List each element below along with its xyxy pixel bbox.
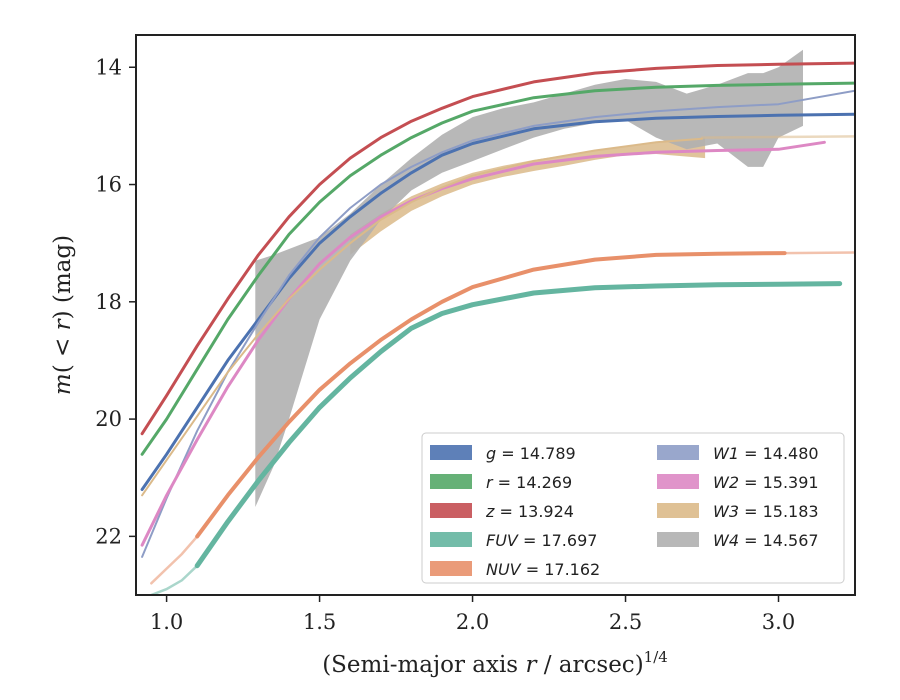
series-nuv-extension-1 <box>783 251 855 255</box>
y-tick-label: 16 <box>95 173 122 197</box>
x-tick-label: 1.5 <box>303 610 336 634</box>
series-r-line <box>140 81 855 456</box>
legend-swatch-w2 <box>657 474 699 489</box>
legend-label-g: g = 14.789 <box>486 444 576 463</box>
legend-swatch-fuv <box>430 532 472 547</box>
series-fuv-extension-0 <box>150 564 199 595</box>
legend-label-w4: W4 = 14.567 <box>713 531 819 550</box>
legend-swatch-w1 <box>657 445 699 460</box>
legend-label-r: r = 14.269 <box>486 473 572 492</box>
series-w1-line <box>141 89 855 558</box>
legend-swatch-r <box>430 474 472 489</box>
x-tick-label: 1.0 <box>150 610 183 634</box>
legend-swatch-nuv <box>430 561 472 576</box>
series-z-line <box>140 61 855 436</box>
series-nuv-extension-0 <box>150 535 199 585</box>
plot-frame <box>135 34 856 596</box>
x-tick-label: 2.5 <box>609 610 642 634</box>
legend-label-fuv: FUV = 17.697 <box>486 531 597 550</box>
legend-swatch-z <box>430 503 472 518</box>
series-nuv-line <box>195 251 787 539</box>
y-tick-label: 22 <box>95 524 122 548</box>
y-tick-label: 14 <box>95 55 122 79</box>
x-tick-label: 3.0 <box>762 610 795 634</box>
ticks-layer: 1.0 1.5 2.0 2.5 3.0 14 16 18 20 22 <box>95 55 795 634</box>
y-tick-label: 20 <box>95 407 122 431</box>
series-w3-extension-0 <box>700 135 855 139</box>
lines-layer <box>140 61 855 595</box>
series-fuv-line <box>194 281 843 569</box>
legend-box <box>421 432 845 584</box>
legend-swatch-w3 <box>657 503 699 518</box>
legend-label-w2: W2 = 15.391 <box>713 473 819 492</box>
legend-swatch-g <box>430 445 472 460</box>
legend-label-nuv: NUV = 17.162 <box>486 560 600 579</box>
series-g-line <box>140 112 855 491</box>
series-w2-line <box>140 140 826 547</box>
series-w3-line <box>141 137 703 497</box>
series-w4-band <box>255 49 804 507</box>
legend-label-w1: W1 = 14.480 <box>713 444 819 463</box>
legend-label-z: z = 13.924 <box>485 502 574 521</box>
legend-label-w3: W3 = 15.183 <box>713 502 819 521</box>
legend: g = 14.789 r = 14.269 z = 13.924 FUV = 17.6… <box>421 432 845 584</box>
y-tick-label: 18 <box>95 290 122 314</box>
x-tick-label: 2.0 <box>456 610 489 634</box>
legend-swatch-w4 <box>657 532 699 547</box>
x-axis-title: (Semi-major axis r / arcsec)1/4 <box>322 648 668 678</box>
y-axis-title: m( < r) (mag) <box>50 235 76 395</box>
